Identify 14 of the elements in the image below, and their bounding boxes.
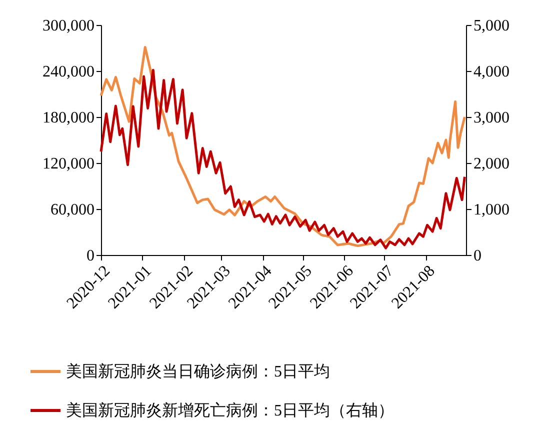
y-tick-label: 240,000: [42, 64, 94, 80]
legend-label: 美国新冠肺炎当日确诊病例：5日平均: [66, 362, 330, 380]
y2-tick-label: 4,000: [474, 64, 510, 80]
y2-tick-label: 5,000: [474, 18, 510, 34]
legend-label: 美国新冠肺炎新增死亡病例：5日平均（右轴）: [66, 402, 394, 420]
y2-tick-label: 0: [474, 248, 482, 264]
y-tick-label: 300,000: [42, 18, 94, 34]
y-tick-label: 0: [86, 248, 94, 264]
y-tick-label: 120,000: [42, 156, 94, 172]
y2-tick-label: 3,000: [474, 110, 510, 126]
y2-tick-label: 1,000: [474, 202, 510, 218]
y2-tick-label: 2,000: [474, 156, 510, 172]
y-tick-label: 180,000: [42, 110, 94, 126]
y-tick-label: 60,000: [50, 202, 94, 218]
